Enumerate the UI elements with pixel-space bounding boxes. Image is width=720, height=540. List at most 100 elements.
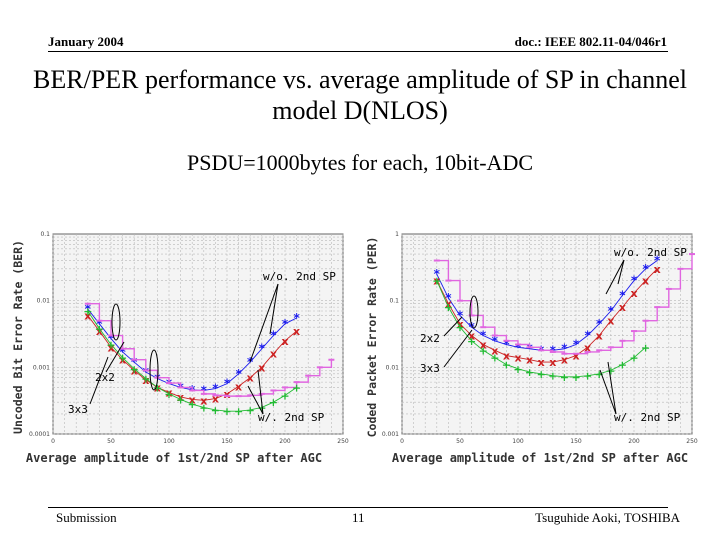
per-series-line-red — [436, 268, 658, 363]
per-grid — [401, 234, 693, 435]
ber-point: x — [235, 380, 242, 393]
ber-point: + — [188, 398, 197, 411]
per-point: x — [445, 298, 452, 311]
ber-point: x — [258, 361, 265, 374]
ber-point: x — [189, 393, 196, 406]
ber-x-tick-label: 100 — [163, 438, 175, 445]
per-x-tick-label: 250 — [686, 438, 698, 445]
page-number: 11 — [352, 510, 365, 525]
per-point: * — [468, 320, 475, 334]
per-annot-wo: w/o. 2nd SP — [614, 246, 687, 259]
ber-annot-wo: w/o. 2nd SP — [263, 270, 336, 283]
footer-rule — [48, 507, 668, 508]
ber-y-tick-label: 0.0001 — [29, 431, 50, 438]
per-point: + — [606, 364, 615, 377]
per-point: + — [548, 370, 557, 383]
ber-point: + — [257, 401, 266, 414]
ber-point: * — [235, 367, 242, 381]
per-point: + — [479, 344, 488, 357]
ber-annot-2x2: 2x2 — [95, 371, 115, 384]
ber-x-tick-label: 250 — [337, 438, 349, 445]
per-point: * — [561, 342, 568, 356]
per-point: * — [480, 329, 487, 343]
footer-submission: Submission — [56, 510, 117, 525]
per-y-tick-label: 0.01 — [386, 364, 400, 371]
per-point: + — [502, 359, 511, 372]
ber-point: + — [106, 339, 115, 352]
ber-point: x — [200, 394, 207, 407]
per-annot-2x2: 2x2 — [420, 332, 440, 345]
per-point: + — [467, 335, 476, 348]
ber-ylabel: Uncoded Bit Error Rate (BER) — [11, 240, 25, 434]
per-y-tick-label: 1 — [395, 231, 399, 238]
ber-point: + — [83, 305, 92, 318]
per-chart: Coded Packet Error Rate (PER) Average am… — [365, 231, 698, 465]
per-x-tick-label: 100 — [512, 438, 524, 445]
per-plot-area: 0 50 100 150 200 250 1 0.1 0.01 0.001 * * * * * * * * * * * *… — [382, 231, 698, 445]
per-x-tick-label: 0 — [400, 438, 404, 445]
ber-point: + — [118, 352, 127, 365]
ber-point: + — [141, 372, 150, 385]
per-point: * — [526, 342, 533, 356]
slide-subtitle: PSDU=1000bytes for each, 10bit-ADC — [186, 150, 534, 175]
ber-series-line-magenta — [87, 303, 333, 397]
per-series-line-green — [436, 280, 646, 378]
ber-point: + — [280, 389, 289, 402]
per-annotation-leaders — [443, 259, 625, 415]
ber-point: + — [164, 388, 173, 401]
ber-point: x — [131, 364, 138, 377]
ber-point: x — [142, 374, 149, 387]
per-point: x — [619, 301, 626, 314]
per-point: + — [444, 301, 453, 314]
header-rule — [48, 51, 668, 52]
per-point: x — [642, 275, 649, 288]
per-point: * — [457, 308, 464, 322]
ber-point: x — [247, 372, 254, 385]
per-x-tick-label: 200 — [628, 438, 640, 445]
per-series-green: +++++++ + + + + + + + + + +++ — [432, 275, 650, 384]
per-point: + — [513, 363, 522, 376]
per-point: * — [434, 267, 441, 281]
ber-x-tick-label: 150 — [221, 438, 233, 445]
per-ylabel: Coded Packet Error Rate (PER) — [365, 237, 379, 438]
ber-point: x — [177, 391, 184, 404]
ber-x-tick-label: 50 — [107, 438, 115, 445]
ber-point: * — [96, 317, 103, 331]
per-point: * — [619, 288, 626, 302]
ber-point: * — [259, 342, 266, 356]
ber-point: x — [223, 388, 230, 401]
ber-annot-3x3: 3x3 — [68, 403, 88, 416]
per-point: + — [641, 341, 650, 354]
per-point: x — [468, 330, 475, 343]
ber-point: + — [246, 404, 255, 417]
per-point: + — [595, 368, 604, 381]
per-point: x — [572, 350, 579, 363]
per-point: x — [503, 350, 510, 363]
per-point: x — [607, 315, 614, 328]
per-point: + — [537, 368, 546, 381]
per-point: * — [515, 340, 522, 354]
per-point: x — [584, 341, 591, 354]
per-point: x — [491, 344, 498, 357]
per-point: x — [654, 263, 661, 276]
per-point: * — [573, 338, 580, 352]
ber-plot-area: 0 50 100 150 200 250 0.1 0.01 0.001 0.0001 * * * * * * *… — [29, 231, 349, 445]
ber-point: * — [212, 382, 219, 396]
slide-title: BER/PER performance vs. average amplitud… — [33, 65, 687, 125]
ber-annotation-leaders — [89, 283, 279, 415]
ber-point: * — [131, 355, 138, 369]
per-point: + — [629, 352, 638, 365]
ber-point: + — [234, 405, 243, 418]
per-point: * — [445, 291, 452, 305]
ber-point: * — [85, 302, 92, 316]
header-doc-id: doc.: IEEE 802.11-04/046r1 — [514, 34, 667, 49]
per-x-tick-label: 50 — [456, 438, 464, 445]
ber-point: * — [247, 355, 254, 369]
ber-point: x — [293, 325, 300, 338]
ber-annot-w: w/. 2nd SP — [258, 411, 325, 424]
per-point: x — [456, 318, 463, 331]
per-point: x — [538, 356, 545, 369]
ber-point: + — [222, 405, 231, 418]
per-point: + — [618, 359, 627, 372]
per-point: + — [560, 371, 569, 384]
